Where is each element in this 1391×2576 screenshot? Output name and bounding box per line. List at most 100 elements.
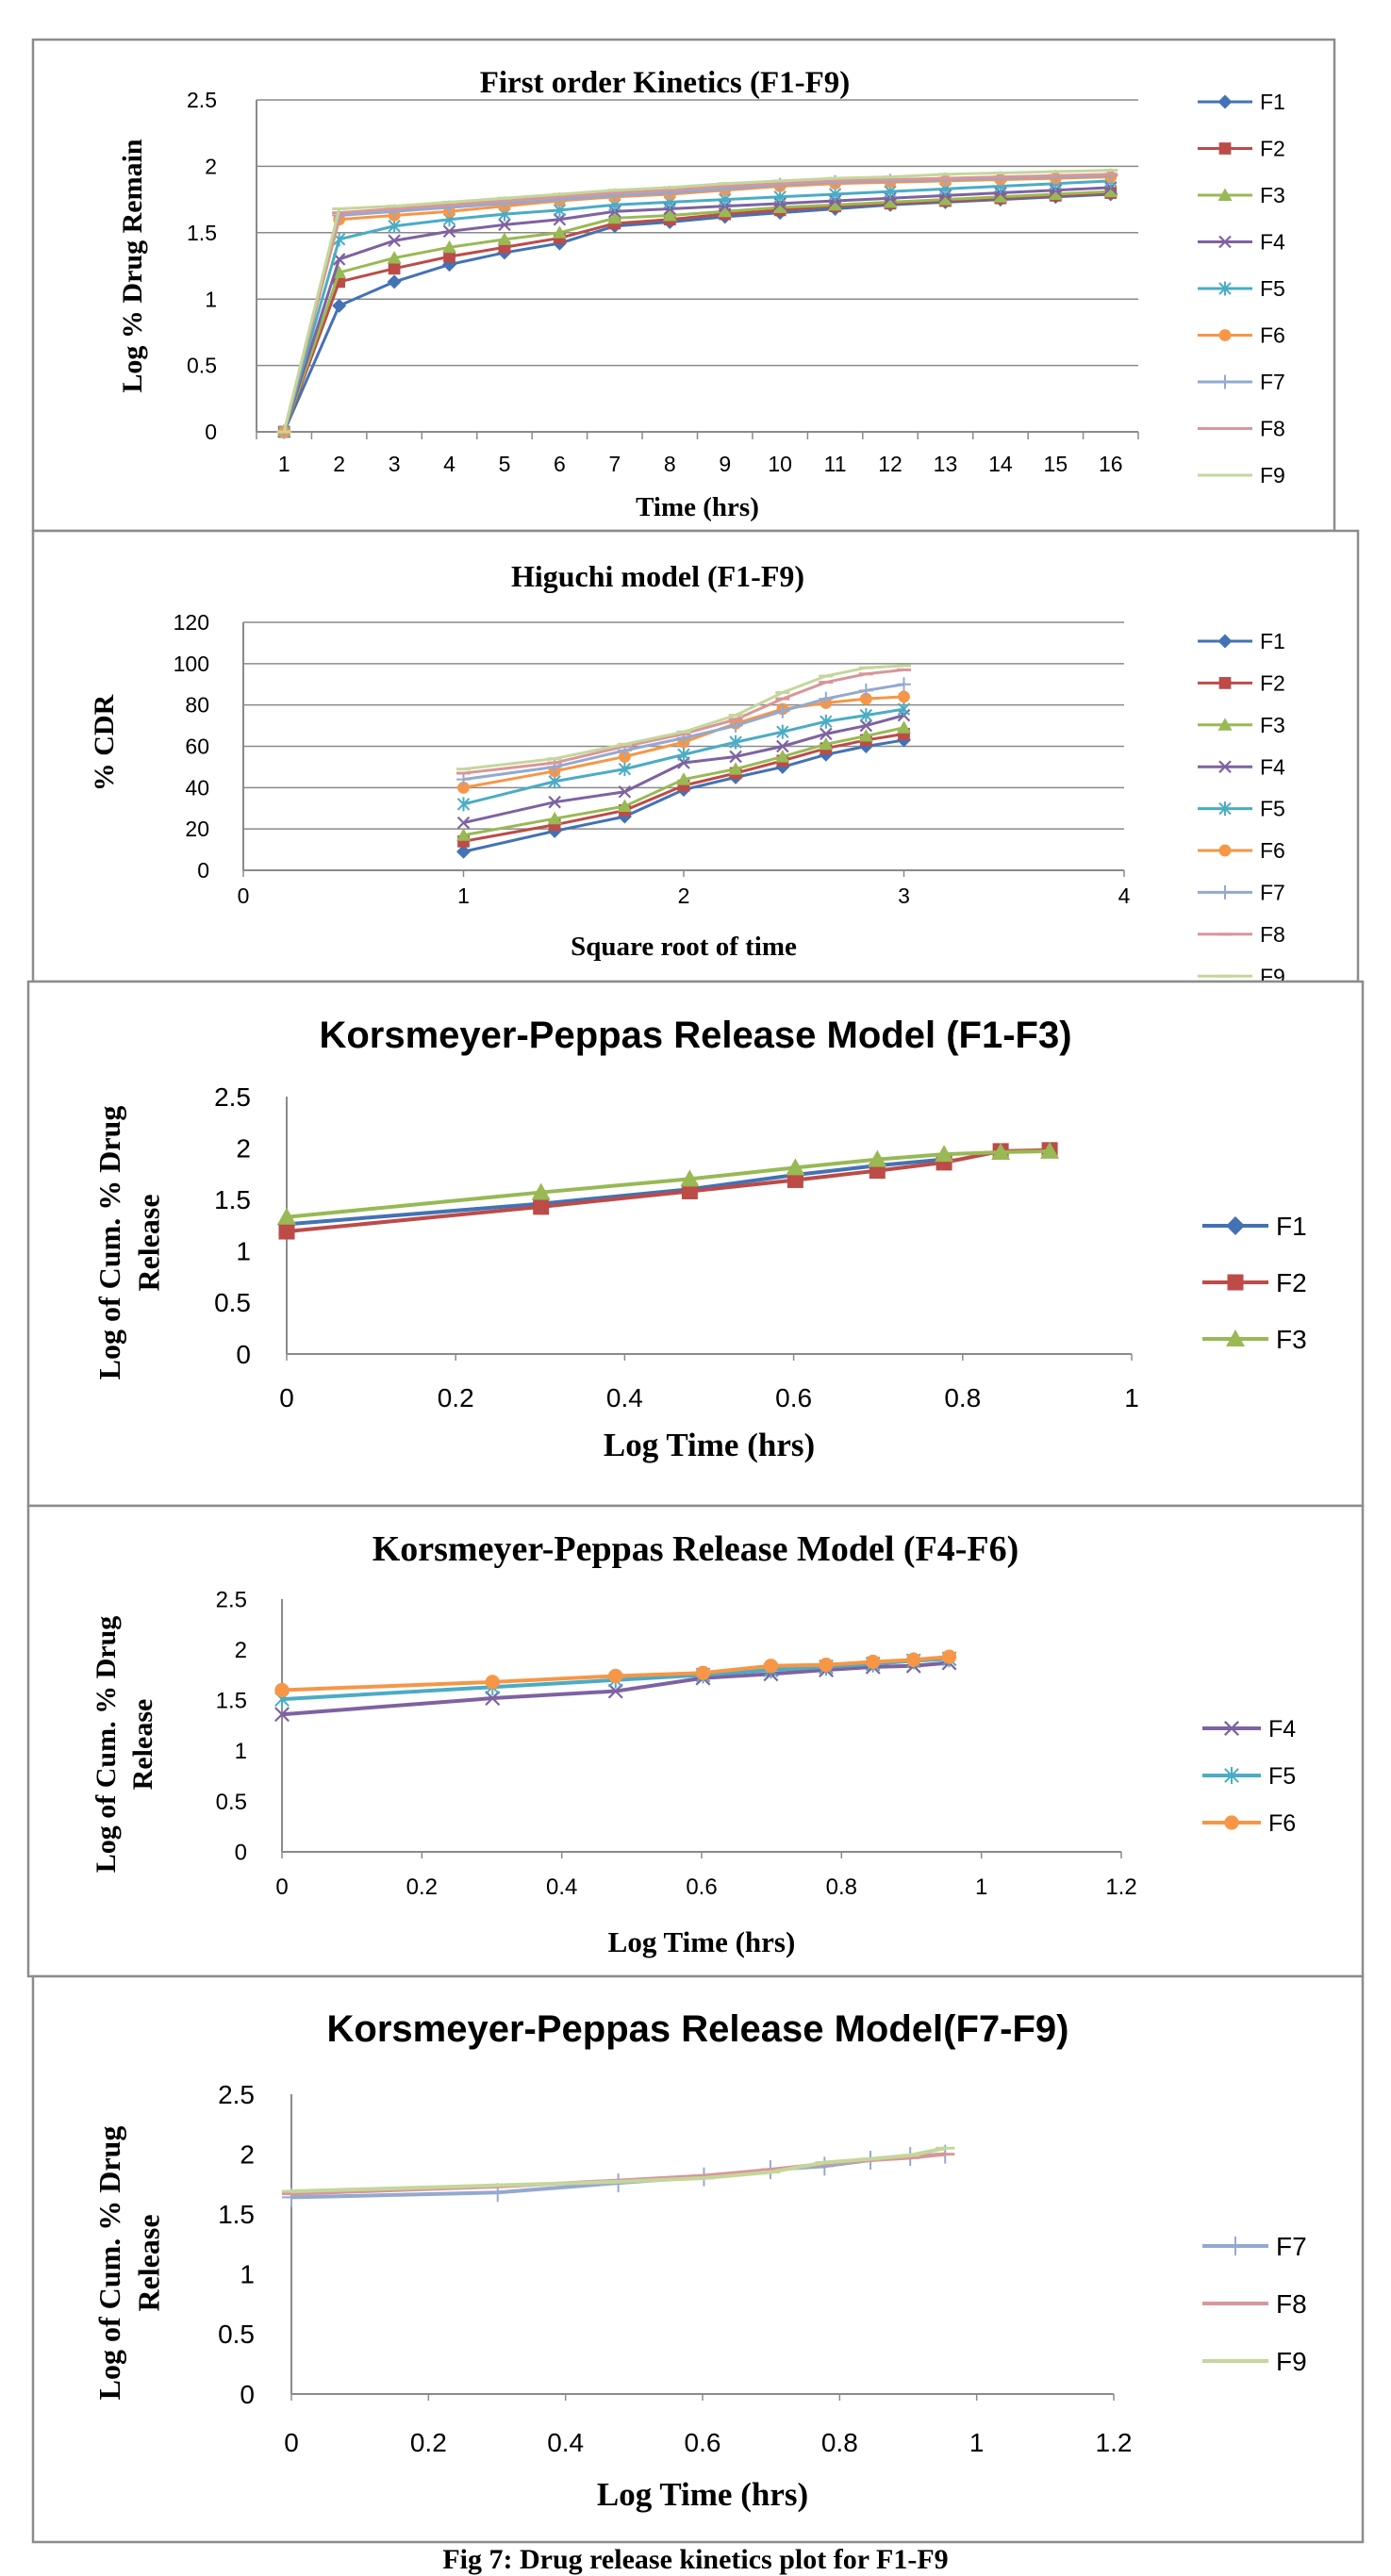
x-tick-label: 1 bbox=[457, 883, 470, 908]
panel-border bbox=[31, 1974, 1365, 2544]
series-F9 bbox=[276, 169, 1118, 434]
y-axis-label: % CDR bbox=[89, 694, 120, 791]
x-tick-label: 0.4 bbox=[547, 2428, 584, 2457]
data-point bbox=[819, 736, 834, 751]
legend-marker bbox=[1218, 677, 1232, 689]
chart-title: Higuchi model (F1-F9) bbox=[511, 559, 804, 593]
x-tick-label: 13 bbox=[934, 452, 958, 476]
legend-label: F5 bbox=[1260, 797, 1285, 821]
legend-marker bbox=[1217, 634, 1233, 649]
data-point bbox=[387, 251, 402, 264]
legend-item: F3 bbox=[1198, 713, 1285, 737]
data-point bbox=[277, 1207, 296, 1225]
series-line bbox=[282, 179, 1111, 433]
series-F6 bbox=[274, 1649, 957, 1698]
legend-label: F2 bbox=[1276, 1268, 1307, 1297]
data-point bbox=[531, 1182, 551, 1200]
x-tick-label: 2 bbox=[678, 883, 690, 908]
legend-item: F1 bbox=[1202, 1212, 1307, 1241]
series-F9 bbox=[456, 664, 911, 771]
legend-item: F3 bbox=[1202, 1325, 1307, 1354]
data-point bbox=[332, 265, 347, 279]
legend-label: F6 bbox=[1260, 838, 1285, 863]
legend-item: F7 bbox=[1198, 880, 1285, 904]
legend-label: F8 bbox=[1260, 922, 1285, 947]
x-tick-label: 0.4 bbox=[606, 1383, 643, 1412]
x-tick-label: 0.8 bbox=[944, 1383, 981, 1412]
x-tick-label: 2 bbox=[333, 452, 345, 476]
legend-marker bbox=[1218, 281, 1232, 296]
legend-item: F9 bbox=[1202, 2347, 1307, 2376]
legend-item: F2 bbox=[1202, 1268, 1307, 1297]
data-point bbox=[274, 1707, 290, 1723]
legend-item: F8 bbox=[1202, 2289, 1307, 2319]
data-point bbox=[618, 784, 632, 799]
x-tick-label: 0 bbox=[238, 883, 250, 908]
data-point bbox=[485, 1691, 501, 1707]
y-tick-label: 1 bbox=[240, 2260, 255, 2289]
data-point bbox=[553, 212, 567, 226]
x-axis-label: Log Time (hrs) bbox=[608, 1925, 796, 1958]
legend-marker bbox=[1226, 1329, 1245, 1346]
data-point bbox=[828, 197, 843, 211]
x-tick-label: 0.8 bbox=[826, 1874, 857, 1900]
data-point bbox=[775, 703, 790, 718]
legend-label: F2 bbox=[1260, 137, 1285, 161]
data-point bbox=[617, 799, 632, 813]
y-tick-label: 2.5 bbox=[187, 88, 217, 112]
x-axis-label: Square root of time bbox=[571, 932, 797, 962]
y-tick-label: 1.5 bbox=[187, 221, 217, 245]
x-tick-label: 16 bbox=[1099, 452, 1123, 476]
x-axis-label: Time (hrs) bbox=[636, 492, 759, 522]
y-tick-label: 2 bbox=[240, 2139, 255, 2169]
legend-label: F9 bbox=[1276, 2347, 1307, 2376]
x-axis-label: Log Time (hrs) bbox=[597, 2476, 808, 2513]
x-tick-label: 0.2 bbox=[406, 1874, 438, 1900]
legend-marker bbox=[1218, 844, 1232, 857]
x-tick-label: 1 bbox=[969, 2428, 985, 2457]
y-tick-label: 60 bbox=[185, 735, 209, 759]
data-point bbox=[728, 718, 743, 734]
legend-label: F5 bbox=[1260, 276, 1285, 301]
data-point bbox=[775, 749, 790, 763]
data-point bbox=[608, 1668, 623, 1684]
data-point bbox=[548, 795, 561, 809]
y-tick-label: 2.5 bbox=[216, 1587, 247, 1612]
series-F3 bbox=[456, 720, 911, 841]
legend-marker bbox=[1218, 235, 1232, 249]
figure-caption: Fig 7: Drug release kinetics plot for F1… bbox=[442, 2544, 949, 2575]
y-tick-label: 2.5 bbox=[218, 2080, 255, 2109]
y-tick-label: 1 bbox=[205, 287, 217, 311]
legend-marker bbox=[1217, 374, 1233, 389]
data-point bbox=[941, 1649, 957, 1664]
data-point bbox=[820, 714, 833, 729]
y-tick-label: 0 bbox=[236, 1340, 251, 1369]
data-point bbox=[935, 1145, 954, 1163]
data-point bbox=[859, 718, 873, 733]
legend-label: F2 bbox=[1260, 670, 1285, 695]
data-point bbox=[718, 204, 733, 218]
legend-marker bbox=[1218, 760, 1232, 773]
data-point bbox=[485, 1675, 500, 1690]
y-tick-label: 0 bbox=[205, 420, 217, 444]
data-point bbox=[786, 1158, 805, 1176]
legend-marker bbox=[1217, 718, 1233, 731]
legend-item: F4 bbox=[1198, 230, 1285, 255]
data-point bbox=[763, 1659, 779, 1674]
data-point bbox=[787, 1171, 803, 1188]
series-line bbox=[282, 186, 1111, 433]
data-point bbox=[819, 1658, 834, 1673]
y-tick-label: 1.5 bbox=[214, 1185, 251, 1214]
chart-title: Korsmeyer-Peppas Release Model (F4-F6) bbox=[373, 1529, 1019, 1569]
data-point bbox=[388, 234, 401, 248]
y-axis-label-line: Release bbox=[131, 1194, 165, 1291]
legend-item: F3 bbox=[1198, 183, 1285, 207]
legend-item: F7 bbox=[1202, 2232, 1307, 2261]
legend-marker bbox=[1217, 188, 1233, 201]
x-tick-label: 9 bbox=[719, 452, 731, 476]
legend-item: F5 bbox=[1198, 276, 1285, 301]
y-axis-label: Log of Cum. % Drug Release bbox=[92, 1106, 166, 1380]
data-point bbox=[498, 218, 511, 232]
series-F9 bbox=[282, 2146, 955, 2194]
series-F7 bbox=[456, 677, 911, 787]
